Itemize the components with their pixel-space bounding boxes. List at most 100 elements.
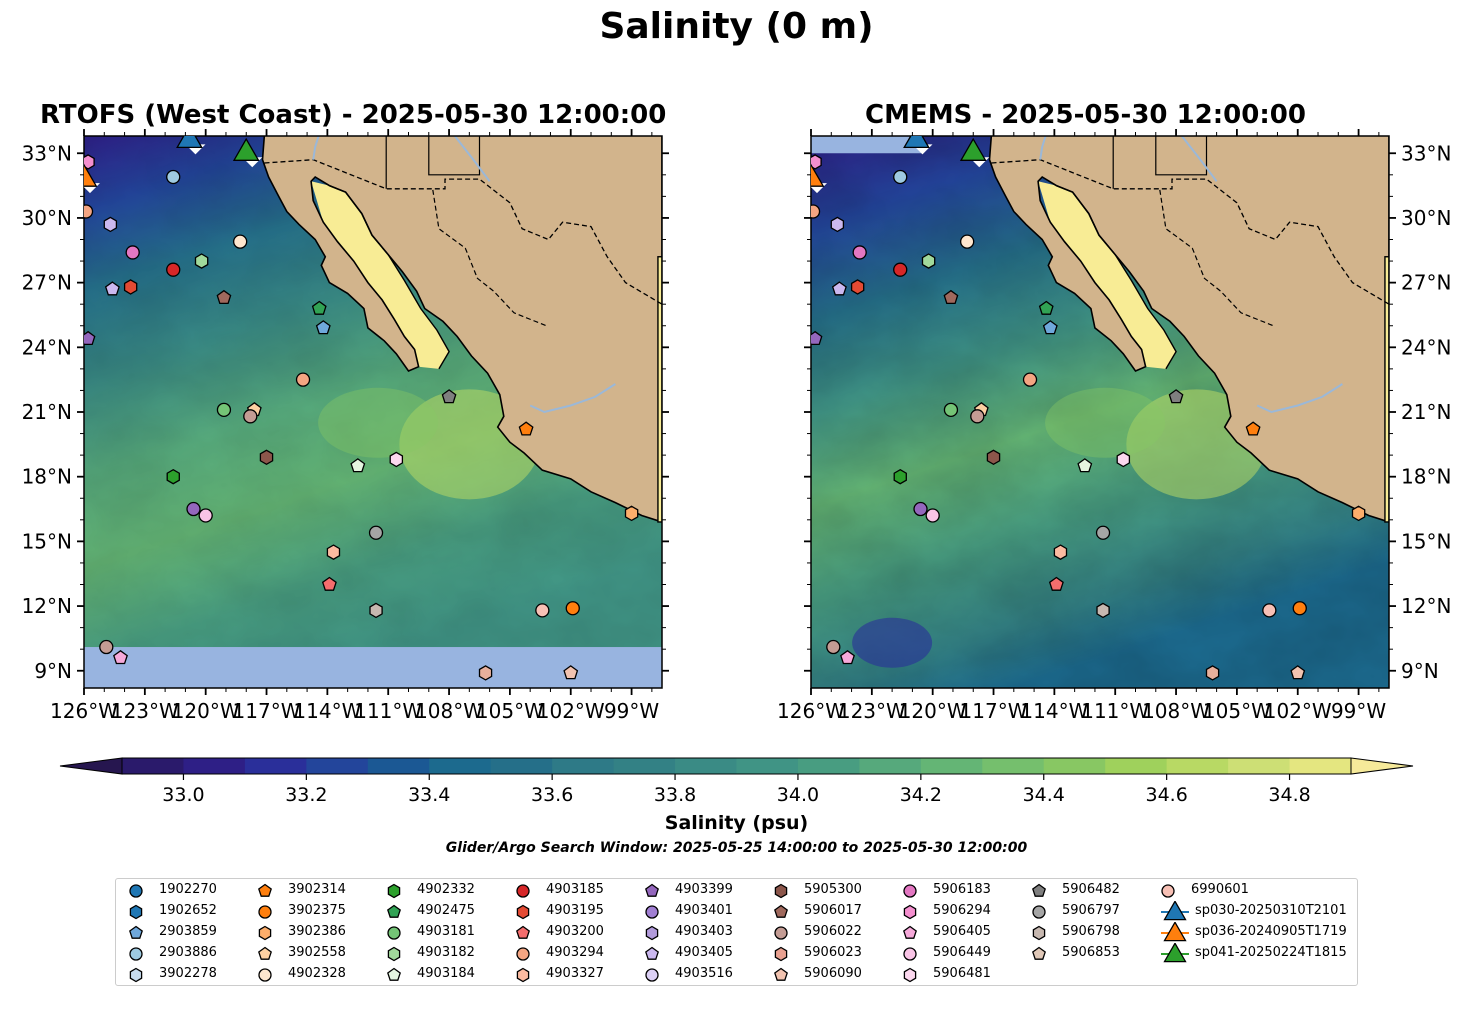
legend-label: 5906449 — [933, 945, 991, 960]
float-marker-2903859 — [315, 320, 331, 335]
legend-label: 4902475 — [417, 903, 475, 918]
legend-label: 5905300 — [804, 882, 862, 897]
legend-marker-icon — [258, 925, 272, 941]
land — [988, 136, 1389, 523]
float-marker-5906022 — [243, 409, 258, 424]
float-marker-5906482 — [1168, 389, 1184, 404]
lon-tick-label: 102°W — [537, 699, 605, 723]
lat-tick-label: 21°N — [1401, 400, 1451, 424]
colorbar-tick-label: 34.6 — [1145, 784, 1187, 806]
legend-marker-icon — [1163, 943, 1187, 963]
lat-tick-label: 15°N — [22, 529, 72, 553]
glider-marker-sp041-20250224T1815 — [959, 137, 987, 161]
river — [1180, 136, 1218, 182]
colorbar-extend-low — [59, 757, 123, 775]
legend-marker-icon — [645, 925, 659, 941]
legend-marker-icon — [903, 884, 917, 898]
lon-tick-label: 105°W — [476, 699, 544, 723]
river — [453, 136, 491, 182]
river — [312, 136, 320, 160]
colorbar-segment — [1166, 758, 1229, 774]
colorbar-segment — [675, 758, 738, 774]
legend-marker-icon — [258, 946, 272, 960]
float-marker-5906022 — [970, 409, 985, 424]
lon-tick-label: 120°W — [172, 699, 240, 723]
float-marker-5906797 — [1095, 525, 1111, 540]
float-marker-3902386 — [624, 505, 639, 522]
map-panel-rtofs: 126°W123°W120°W117°W114°W111°W108°W105°W… — [22, 129, 669, 723]
legend-marker-icon — [516, 947, 530, 961]
legend-label: 4903405 — [675, 945, 733, 960]
legend-marker-icon — [387, 883, 401, 899]
legend-marker-icon — [129, 947, 143, 961]
river — [1256, 383, 1343, 414]
legend-label: 4903184 — [417, 966, 475, 981]
legend-marker-icon — [774, 883, 788, 899]
float-marker-4903195 — [850, 279, 865, 295]
colorbar-tick-label: 33.8 — [654, 784, 696, 806]
float-marker — [478, 665, 493, 681]
legend-label: 3902386 — [288, 924, 346, 939]
legend-label: 3902278 — [159, 966, 217, 981]
float-marker-4902332 — [166, 468, 180, 485]
colorbar-segment — [1105, 758, 1168, 774]
colorbar-tick-label: 34.8 — [1268, 784, 1310, 806]
legend-label: 4903399 — [675, 882, 733, 897]
legend-marker-icon — [387, 967, 401, 981]
float-marker-5906017 — [216, 289, 232, 305]
lon-tick-label: 123°W — [111, 699, 179, 723]
legend-label: 5906853 — [1062, 945, 1120, 960]
colorbar-segment — [797, 758, 860, 774]
glider-marker-sp030-20250310T2101 — [176, 136, 203, 149]
land — [261, 136, 662, 523]
gulf-of-california — [1038, 181, 1177, 369]
float-marker-4903294 — [295, 372, 311, 387]
legend-label: 4902332 — [417, 882, 475, 897]
legend-label: 2903886 — [159, 945, 217, 960]
float-marker-4903182 — [194, 253, 209, 269]
legend-label: 5906294 — [933, 903, 991, 918]
main-title: Salinity (0 m) — [599, 6, 874, 47]
legend-marker-icon — [1163, 922, 1187, 942]
float-marker-5906449 — [198, 508, 213, 523]
lon-tick-label: 117°W — [960, 699, 1028, 723]
float-marker-3902314 — [1245, 421, 1261, 436]
legend-marker-icon — [516, 884, 530, 898]
legend-marker-icon — [1032, 883, 1046, 897]
lat-tick-label: 30°N — [1401, 206, 1451, 230]
colorbar-tick-label: 33.0 — [162, 784, 204, 806]
legend-label: 4903200 — [546, 924, 604, 939]
lon-tick-label: 105°W — [1203, 699, 1271, 723]
legend-marker-icon — [258, 905, 272, 919]
legend-marker-icon — [774, 904, 788, 918]
float-marker-4903182 — [921, 253, 936, 269]
lon-tick-label: 108°W — [1142, 699, 1210, 723]
legend-marker-icon — [1032, 946, 1046, 960]
float-marker-4903195 — [123, 279, 138, 295]
colorbar-segment — [859, 758, 922, 774]
nodata-band — [84, 647, 662, 688]
float-marker-6990601 — [535, 603, 550, 618]
legend-marker-icon — [387, 946, 401, 962]
legend-label: 4903181 — [417, 924, 475, 939]
colorbar-segment — [183, 758, 246, 774]
float-marker-4903327 — [1053, 544, 1068, 560]
colorbar-segment — [490, 758, 553, 774]
country-border — [991, 159, 1389, 305]
lon-tick-label: 99°W — [604, 699, 659, 723]
float-marker-5906482 — [441, 389, 457, 404]
lon-tick-label: 111°W — [1081, 699, 1149, 723]
legend-marker-icon — [1032, 925, 1046, 941]
float-marker-4903181 — [216, 402, 232, 417]
legend-marker-icon — [387, 926, 401, 940]
colorbar-segment — [367, 758, 430, 774]
legend-label: 4903327 — [546, 966, 604, 981]
float-marker-4903399 — [811, 330, 823, 346]
legend-marker-icon — [645, 946, 659, 960]
glider-marker-sp036-20240905T1719 — [811, 163, 825, 187]
search-window-caption: Glider/Argo Search Window: 2025-05-25 14… — [445, 840, 1028, 856]
legend-marker-icon — [645, 968, 659, 982]
colorbar-segment — [1043, 758, 1106, 774]
gulf-of-california — [311, 181, 450, 369]
panel-title-cmems: CMEMS - 2025-05-30 12:00:00 — [865, 100, 1306, 130]
